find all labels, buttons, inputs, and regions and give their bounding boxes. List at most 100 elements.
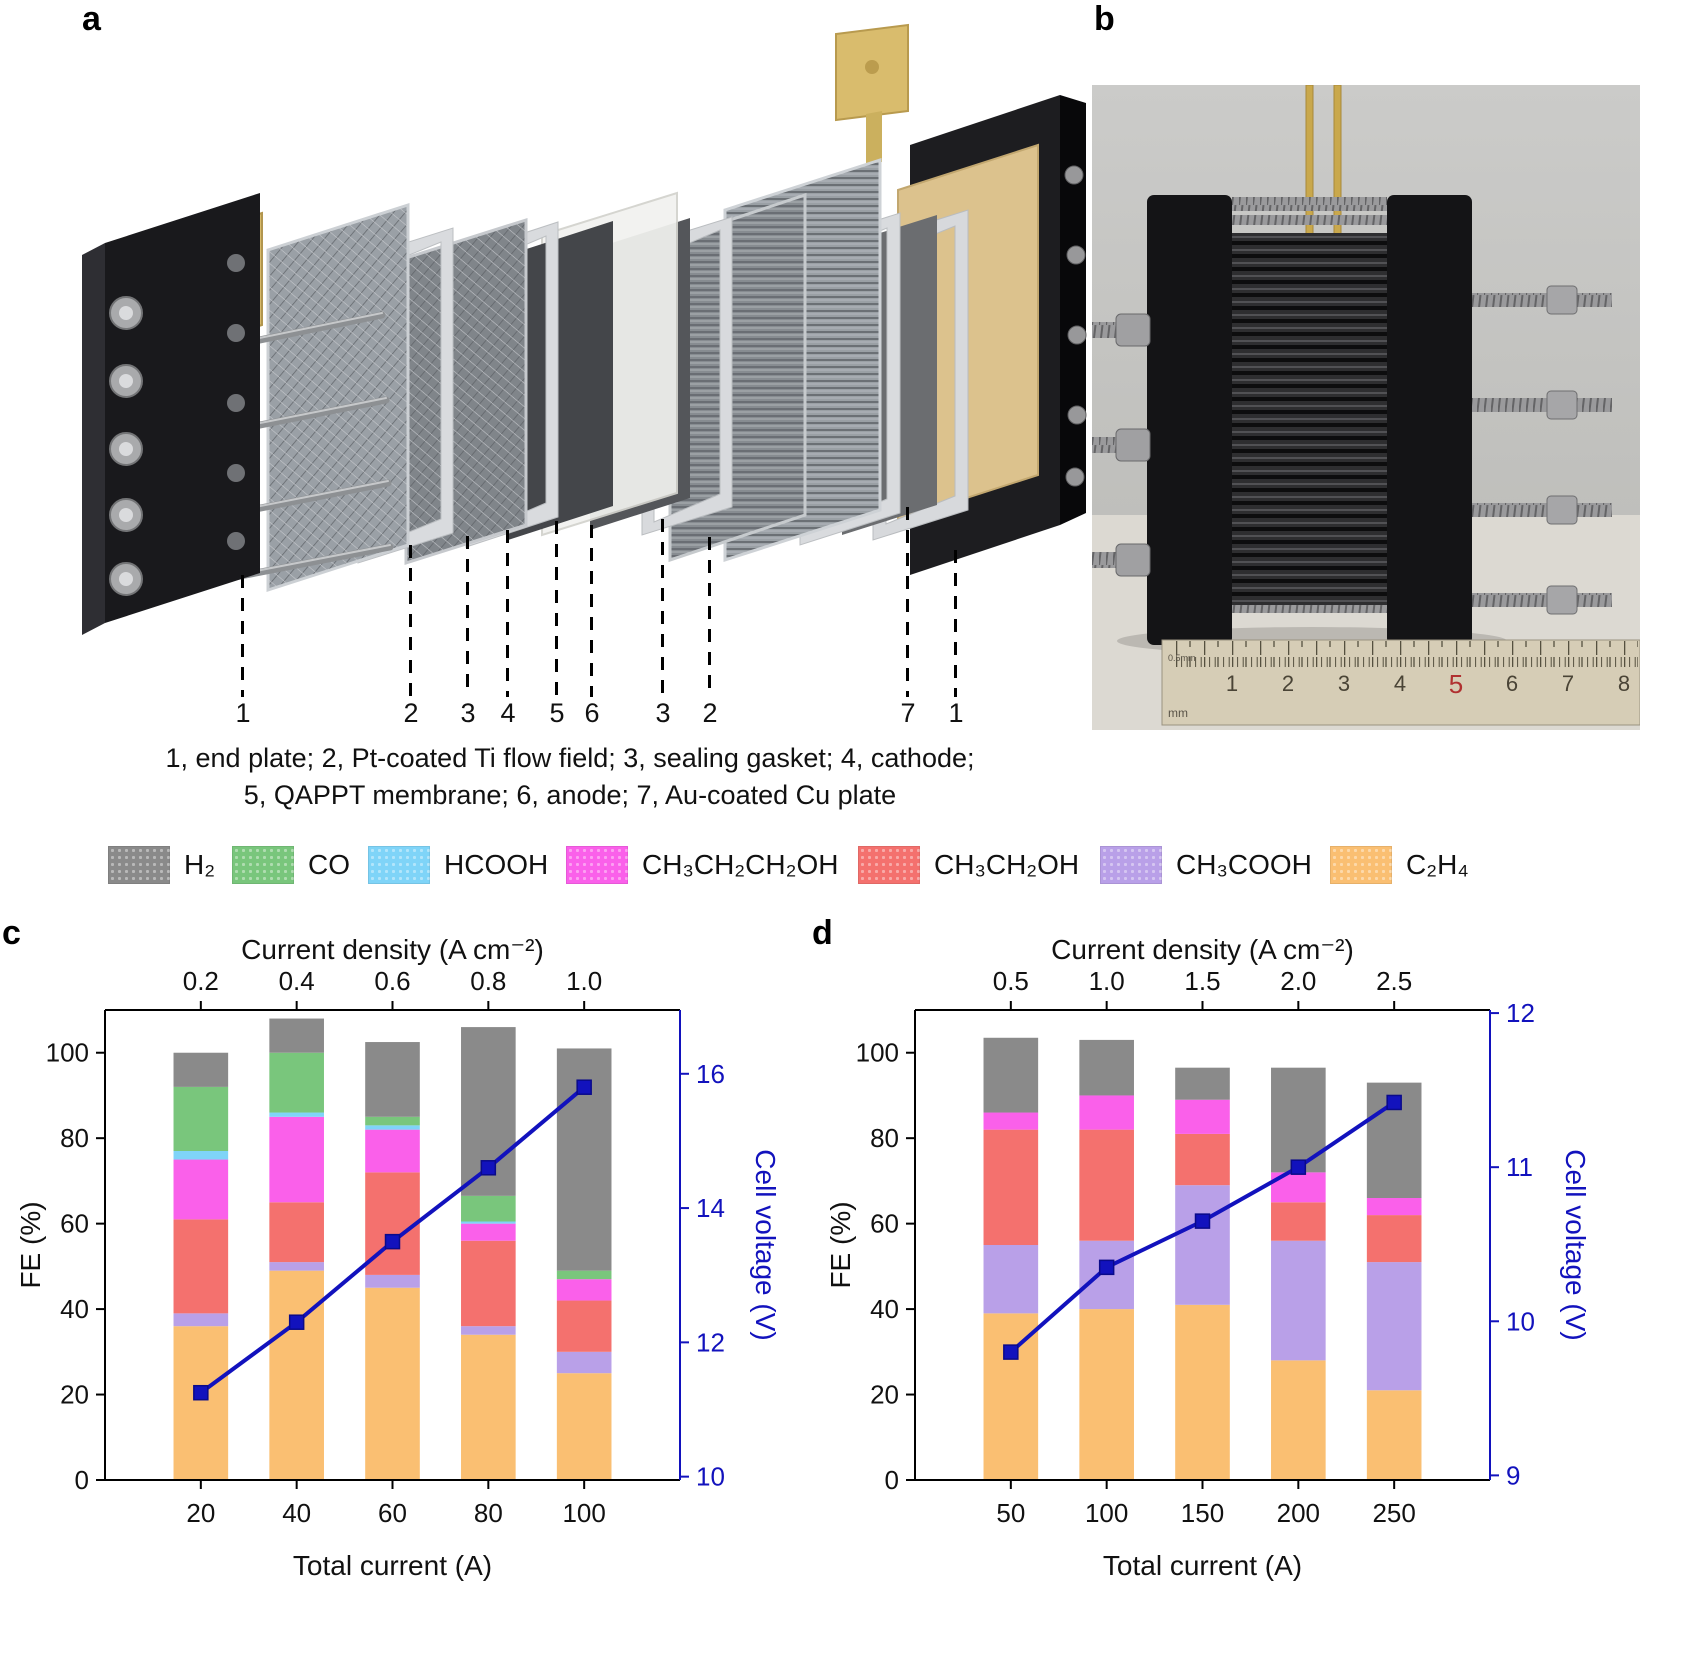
bottom-axis-title: Total current (A): [1103, 1550, 1302, 1581]
cell-voltage-line: [1003, 1094, 1402, 1360]
panel-c-label: c: [2, 914, 21, 952]
ruler-number-5: 5: [1449, 669, 1463, 699]
component-caption-line1: 1, end plate; 2, Pt-coated Ti flow field…: [165, 743, 975, 773]
right-tick-label: 11: [1506, 1152, 1533, 1182]
right-tick-label: 14: [696, 1193, 725, 1223]
cathode-plate: [508, 221, 613, 540]
top-tick-label: 1.0: [566, 966, 602, 996]
bottom-tick-label: 100: [562, 1498, 605, 1528]
end-plate-front: [1147, 195, 1232, 645]
left-tick-label: 80: [60, 1123, 89, 1153]
legend-item-ethylene: C₂H₄: [1330, 845, 1469, 885]
top-axis-title: Current density (A cm⁻²): [241, 934, 544, 965]
ruler-number: 1: [1226, 671, 1238, 696]
top-tick-label: 1.5: [1184, 966, 1220, 996]
left-tick-label: 100: [46, 1038, 89, 1068]
ruler-number: 6: [1506, 671, 1518, 696]
right-tick-label: 9: [1506, 1460, 1520, 1490]
legend-label-ethylene: C₂H₄: [1406, 849, 1469, 880]
ruler-number: 8: [1618, 671, 1630, 696]
top-tick-label: 2.0: [1280, 966, 1316, 996]
left-tick-label: 40: [60, 1294, 89, 1324]
ruler-number: 3: [1338, 671, 1350, 696]
axis-titles: Current density (A cm⁻²) Total current (A…: [825, 934, 1590, 1581]
chart-d: 0 20 40 60 80 100 9 10 11 12 0.5 1.0 1.5 2.0 2.5 50 100 1…: [825, 934, 1590, 1581]
stacked-bars: [983, 1037, 1422, 1480]
legend-item-propanol: CH₃CH₂CH₂OH: [566, 845, 838, 885]
tick-labels: 0 20 40 60 80 100 10 12 14 16 0.2 0.4 0.6 0.8 1.0 20 40 6…: [46, 966, 725, 1528]
right-bolts: [1472, 285, 1612, 615]
left-tick-label: 20: [870, 1380, 899, 1410]
ruler-number: 2: [1282, 671, 1294, 696]
component-number: 7: [900, 698, 916, 728]
legend-item-co: CO: [232, 845, 350, 885]
left-axis-title: FE (%): [825, 1201, 856, 1288]
component-number: 2: [702, 698, 718, 728]
stacked-bars: [173, 1018, 612, 1480]
leader-line: [466, 536, 469, 697]
legend-label-propanol: CH₃CH₂CH₂OH: [642, 849, 839, 880]
tick-labels: 0 20 40 60 80 100 9 10 11 12 0.5 1.0 1.5 2.0 2.5 50 100 1…: [856, 966, 1535, 1528]
top-tick-label: 1.0: [1089, 966, 1125, 996]
end-plate-left: [82, 193, 260, 635]
legend-item-hcooh: HCOOH: [368, 845, 548, 885]
component-number: 3: [460, 698, 476, 728]
gold-tab-right: [835, 23, 909, 165]
legend-swatch-propanol: [566, 846, 628, 884]
bottom-tick-label: 40: [282, 1498, 311, 1528]
legend-swatch-h2: [108, 846, 170, 884]
leader-line: [590, 525, 593, 697]
component-number: 2: [403, 698, 419, 728]
leader-line: [555, 521, 558, 697]
bottom-axis-title: Total current (A): [293, 1550, 492, 1581]
bottom-tick-label: 20: [186, 1498, 215, 1528]
cell-stack: [1232, 233, 1387, 605]
legend-item-acetic: CH₃COOH: [1100, 845, 1312, 885]
legend-label-hcooh: HCOOH: [444, 849, 549, 880]
ruler-number: 4: [1394, 671, 1406, 696]
top-tick-label: 0.2: [183, 966, 219, 996]
legend-item-h2: H₂: [108, 845, 215, 885]
right-tick-label: 12: [1506, 998, 1535, 1028]
flow-field-plate-a: [668, 192, 807, 563]
ruler-number: 7: [1562, 671, 1574, 696]
top-tick-label: 0.4: [279, 966, 315, 996]
panel-a-label: a: [82, 0, 101, 38]
legend-swatch-acetic: [1100, 846, 1162, 884]
left-tick-label: 20: [60, 1380, 89, 1410]
cell-voltage-line: [193, 1079, 592, 1401]
component-number: 1: [948, 698, 964, 728]
top-tick-label: 0.5: [993, 966, 1029, 996]
leader-line: [409, 545, 412, 697]
left-tick-label: 0: [75, 1465, 89, 1495]
legend-label-h2: H₂: [184, 849, 216, 880]
chart-c: 0 20 40 60 80 100 10 12 14 16 0.2 0.4 0.6 0.8 1.0 20 40 6…: [15, 934, 780, 1581]
leader-line: [506, 530, 509, 697]
leader-line: [906, 507, 909, 697]
ruler-unit: mm: [1168, 706, 1188, 720]
left-tick-label: 40: [870, 1294, 899, 1324]
bottom-tick-label: 100: [1085, 1498, 1128, 1528]
bottom-tick-label: 200: [1277, 1498, 1320, 1528]
end-plate-rear: [1387, 195, 1472, 645]
left-tick-label: 80: [870, 1123, 899, 1153]
mesh-plate-b: [404, 217, 528, 566]
legend-label-acetic: CH₃COOH: [1176, 849, 1312, 880]
tie-rod-top: [1232, 197, 1387, 211]
legend-item-ethanol: CH₃CH₂OH: [858, 845, 1079, 885]
legend-swatch-ethanol: [858, 846, 920, 884]
top-tick-label: 2.5: [1376, 966, 1412, 996]
left-fittings: [1092, 313, 1151, 577]
leader-line: [241, 575, 244, 697]
left-tick-label: 0: [885, 1465, 899, 1495]
left-axis-title: FE (%): [15, 1201, 46, 1288]
legend-swatch-hcooh: [368, 846, 430, 884]
left-tick-label: 60: [870, 1209, 899, 1239]
mesh-plate-a: [266, 202, 410, 593]
legend-label-ethanol: CH₃CH₂OH: [934, 849, 1080, 880]
leader-line: [954, 550, 957, 697]
legend-swatch-ethylene: [1330, 846, 1392, 884]
right-tick-label: 16: [696, 1059, 725, 1089]
component-number: 1: [235, 698, 251, 728]
exploded-stack-render: [82, 23, 1087, 635]
